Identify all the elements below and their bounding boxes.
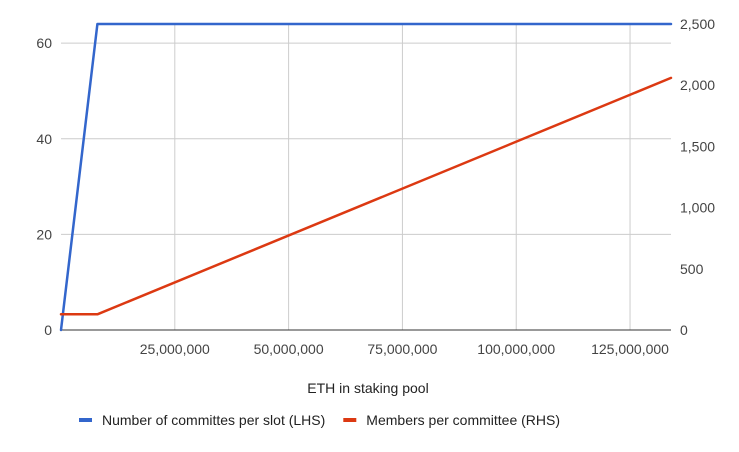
x-tick-label: 75,000,000 xyxy=(367,341,437,357)
legend-swatch-1 xyxy=(343,418,357,422)
series-line-0 xyxy=(59,22,673,332)
legend: Number of committes per slot (LHS) Member… xyxy=(79,412,560,428)
y-right-tick-label: 2,500 xyxy=(680,16,715,32)
x-tick-label: 25,000,000 xyxy=(140,341,210,357)
gridlines xyxy=(61,24,671,330)
y-left-tick-label: 0 xyxy=(44,322,52,338)
tick-labels: 0 20 40 60 0 500 1,000 1,500 2,000 2,500 25,000,00… xyxy=(36,16,715,357)
series-lines xyxy=(59,22,673,332)
x-tick-label: 125,000,000 xyxy=(591,341,669,357)
y-right-tick-label: 1,000 xyxy=(680,200,715,216)
x-tick-label: 100,000,000 xyxy=(477,341,555,357)
x-axis-title: ETH in staking pool xyxy=(307,380,428,396)
y-right-tick-label: 500 xyxy=(680,261,704,277)
y-right-tick-label: 2,000 xyxy=(680,77,715,93)
y-left-tick-label: 60 xyxy=(36,35,52,51)
y-right-tick-label: 1,500 xyxy=(680,138,715,154)
y-left-tick-label: 20 xyxy=(36,226,52,242)
legend-swatch-0 xyxy=(79,418,92,422)
series-line-1 xyxy=(59,76,673,316)
y-right-tick-label: 0 xyxy=(680,322,688,338)
x-tick-label: 50,000,000 xyxy=(254,341,324,357)
y-left-tick-label: 40 xyxy=(36,131,52,147)
legend-label-1: Members per committee (RHS) xyxy=(366,412,560,428)
legend-label-0: Number of committes per slot (LHS) xyxy=(102,412,325,428)
